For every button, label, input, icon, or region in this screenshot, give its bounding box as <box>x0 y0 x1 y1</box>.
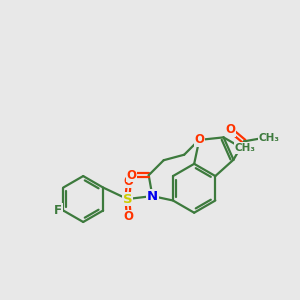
Text: S: S <box>123 193 132 206</box>
Text: F: F <box>54 204 62 217</box>
Text: O: O <box>124 210 134 223</box>
Text: O: O <box>226 124 236 136</box>
Text: CH₃: CH₃ <box>259 133 280 143</box>
Text: O: O <box>194 134 204 146</box>
Text: O: O <box>127 169 136 182</box>
Text: O: O <box>124 175 134 188</box>
Text: N: N <box>147 190 158 202</box>
Text: CH₃: CH₃ <box>235 143 256 153</box>
